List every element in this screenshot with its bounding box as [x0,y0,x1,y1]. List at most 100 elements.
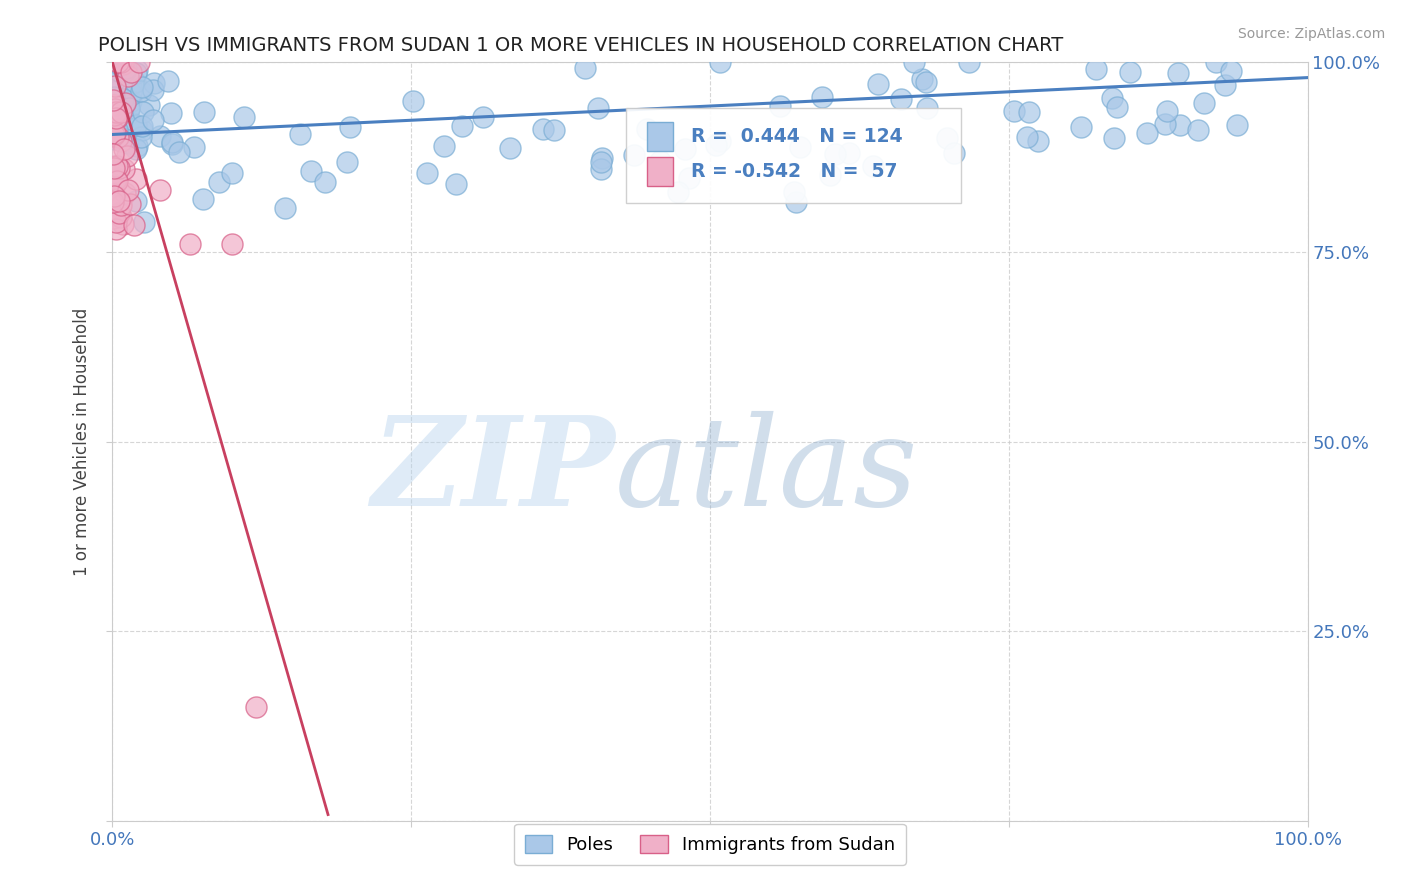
Point [415,166,437,180]
Point [124,142,146,156]
Point [336,154,359,169]
Point [401,94,423,108]
Point [149,128,172,143]
Point [543,123,565,137]
Point [1101,91,1123,105]
Point [1018,105,1040,120]
Point [117,136,139,151]
Point [957,55,980,70]
Point [1002,103,1025,118]
Point [108,161,131,176]
Point [132,215,155,229]
Point [574,61,596,75]
Text: Source: ZipAtlas.com: Source: ZipAtlas.com [1237,27,1385,41]
Point [125,118,148,132]
Point [105,111,128,125]
Point [108,194,131,208]
Point [142,113,165,128]
Point [104,107,127,121]
Point [162,136,184,150]
Point [1105,99,1128,113]
Point [1026,135,1049,149]
Point [1167,66,1189,80]
Point [221,237,243,252]
Point [785,195,807,210]
Point [591,152,613,166]
Point [125,66,148,80]
Point [112,142,135,156]
Point [299,164,322,178]
Point [101,93,124,107]
Point [838,146,860,161]
Point [1219,64,1241,78]
Point [105,123,128,137]
Point [586,101,609,115]
Point [1168,118,1191,132]
Point [1205,55,1227,70]
Point [1102,130,1125,145]
Point [111,217,134,231]
Point [531,121,554,136]
Point [314,175,336,189]
Point [232,110,254,124]
Point [868,77,890,91]
Point [789,140,811,154]
Point [709,55,731,70]
Point [103,132,125,146]
Point [179,237,201,252]
Point [157,74,180,88]
Point [120,65,142,79]
Point [108,108,131,122]
Point [942,145,965,160]
Point [103,108,125,122]
Point [105,159,128,173]
Point [101,109,124,123]
Point [103,90,125,104]
Point [108,58,131,72]
Text: R = -0.542   N =  57: R = -0.542 N = 57 [690,162,897,181]
Point [143,76,166,90]
Point [117,69,139,83]
Point [191,192,214,206]
Point [769,99,792,113]
Bar [647,157,673,186]
Point [110,134,132,148]
Point [103,128,125,142]
Point [274,202,297,216]
Point [107,130,129,145]
Point [105,215,128,229]
Point [104,175,127,189]
Point [103,188,125,202]
Point [636,122,658,136]
Point [110,105,132,120]
Point [104,159,127,173]
Point [118,197,141,211]
Point [103,164,125,178]
Point [121,94,143,108]
Point [591,162,613,177]
Point [129,84,152,98]
Point [1015,130,1038,145]
Point [673,142,696,156]
Point [103,105,125,120]
Point [1154,117,1177,131]
Point [709,134,731,148]
Point [678,171,700,186]
Point [433,138,456,153]
Point [118,102,141,116]
Point [820,169,842,183]
Point [122,218,145,232]
Point [1187,123,1209,137]
Point [890,92,912,106]
Point [121,120,143,134]
Point [149,183,172,197]
Point [112,97,135,112]
Point [104,105,127,120]
Point [132,104,155,119]
Y-axis label: 1 or more Vehicles in Household: 1 or more Vehicles in Household [73,308,91,575]
Point [138,98,160,112]
Point [115,61,138,75]
Point [127,139,149,153]
Point [103,147,125,161]
Point [104,221,127,235]
